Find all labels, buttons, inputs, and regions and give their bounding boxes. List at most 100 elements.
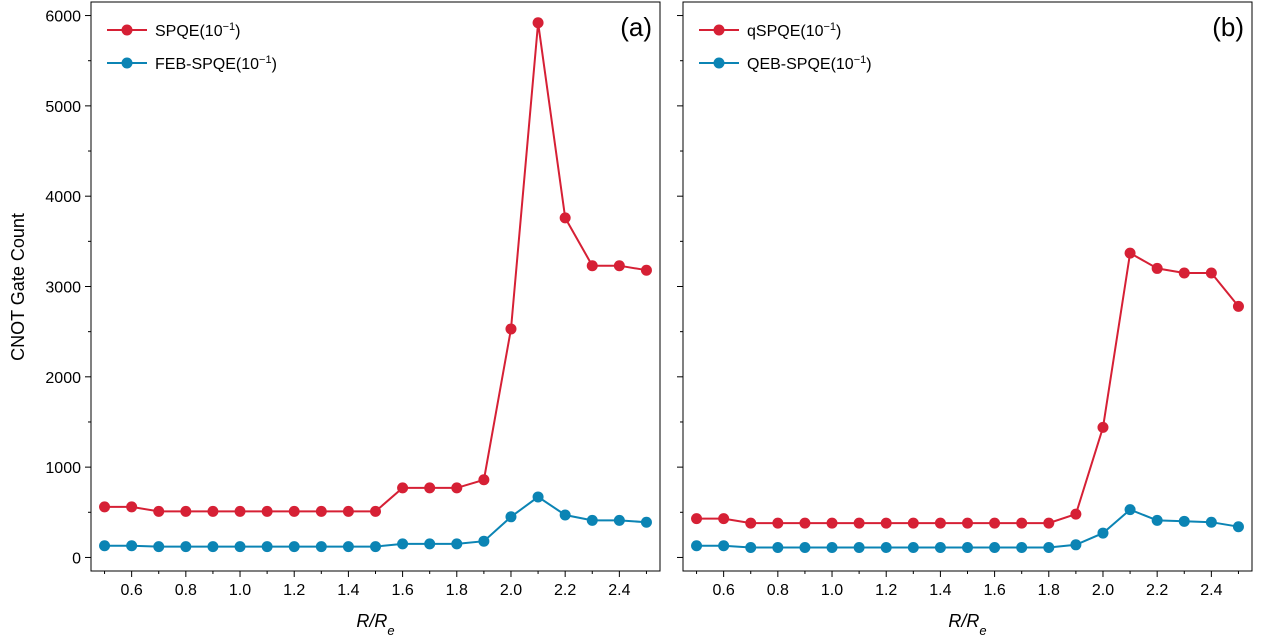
data-point-1 bbox=[288, 541, 300, 553]
y-tick-label: 2000 bbox=[45, 370, 81, 387]
data-point-0 bbox=[1232, 300, 1244, 312]
data-point-1 bbox=[478, 535, 490, 547]
panel-label: (a) bbox=[620, 12, 652, 42]
x-tick-label: 2.0 bbox=[500, 582, 522, 599]
series-line-0 bbox=[696, 251, 1240, 525]
data-point-1 bbox=[745, 542, 757, 554]
x-tick-label: 0.6 bbox=[121, 582, 143, 599]
x-tick-label: 2.2 bbox=[1146, 582, 1168, 599]
x-tick-label: 1.4 bbox=[337, 582, 359, 599]
data-point-1 bbox=[640, 516, 652, 528]
data-point-0 bbox=[691, 513, 703, 525]
data-point-0 bbox=[397, 482, 409, 494]
data-point-1 bbox=[559, 509, 571, 521]
y-tick-label: 0 bbox=[72, 550, 81, 567]
x-tick-label: 2.4 bbox=[1200, 582, 1222, 599]
legend-marker bbox=[713, 57, 725, 69]
data-point-1 bbox=[532, 491, 544, 503]
x-tick-label: 0.6 bbox=[713, 582, 735, 599]
data-point-0 bbox=[99, 501, 111, 513]
data-point-1 bbox=[1151, 514, 1163, 526]
data-point-0 bbox=[424, 482, 436, 494]
x-tick-label: 2.4 bbox=[608, 582, 630, 599]
data-point-0 bbox=[315, 505, 327, 517]
data-point-0 bbox=[989, 517, 1001, 529]
data-point-0 bbox=[1205, 267, 1217, 279]
data-point-0 bbox=[613, 260, 625, 272]
data-point-0 bbox=[826, 517, 838, 529]
data-point-1 bbox=[907, 542, 919, 554]
data-point-0 bbox=[853, 517, 865, 529]
x-tick-label: 1.8 bbox=[1038, 582, 1060, 599]
data-point-0 bbox=[370, 505, 381, 517]
x-tick-label: 0.8 bbox=[767, 582, 789, 599]
data-point-1 bbox=[962, 542, 973, 554]
data-point-1 bbox=[1043, 542, 1055, 554]
data-point-0 bbox=[153, 505, 165, 517]
x-tick-label: 2.2 bbox=[554, 582, 576, 599]
data-point-1 bbox=[1016, 542, 1028, 554]
panel-label: (b) bbox=[1212, 12, 1244, 42]
data-point-0 bbox=[180, 505, 192, 517]
data-point-1 bbox=[451, 538, 463, 550]
data-point-0 bbox=[1178, 267, 1190, 279]
data-point-0 bbox=[451, 482, 463, 494]
data-point-0 bbox=[126, 501, 138, 513]
data-point-0 bbox=[1097, 421, 1109, 433]
data-point-1 bbox=[1178, 515, 1190, 527]
data-point-0 bbox=[799, 517, 811, 529]
x-axis-label: R/Re bbox=[356, 611, 394, 636]
data-point-1 bbox=[397, 538, 409, 550]
data-point-0 bbox=[505, 323, 517, 335]
x-tick-label: 0.8 bbox=[175, 582, 197, 599]
legend-label: qSPQE(10−1) bbox=[747, 21, 841, 40]
legend-label: QEB-SPQE(10−1) bbox=[747, 54, 872, 73]
data-point-0 bbox=[1124, 247, 1136, 259]
series-line-1 bbox=[104, 495, 647, 548]
data-point-0 bbox=[907, 517, 919, 529]
data-point-0 bbox=[478, 474, 490, 486]
data-point-0 bbox=[1070, 508, 1082, 520]
y-tick-label: 5000 bbox=[45, 99, 81, 116]
data-point-0 bbox=[532, 17, 544, 29]
data-point-1 bbox=[180, 541, 192, 553]
data-point-0 bbox=[1043, 517, 1055, 529]
x-tick-label: 1.6 bbox=[983, 582, 1005, 599]
data-point-0 bbox=[1151, 262, 1163, 274]
x-tick-label: 1.0 bbox=[821, 582, 843, 599]
data-point-0 bbox=[586, 260, 598, 272]
data-point-1 bbox=[1232, 521, 1244, 533]
data-point-1 bbox=[342, 541, 354, 553]
x-tick-label: 1.0 bbox=[229, 582, 251, 599]
y-tick-label: 6000 bbox=[45, 9, 81, 26]
x-tick-label: 1.6 bbox=[391, 582, 413, 599]
x-tick-label: 1.2 bbox=[283, 582, 305, 599]
data-point-1 bbox=[1097, 527, 1109, 539]
data-point-1 bbox=[153, 541, 165, 553]
data-point-1 bbox=[691, 540, 703, 552]
y-tick-label: 4000 bbox=[45, 189, 81, 206]
data-point-0 bbox=[772, 517, 784, 529]
data-point-1 bbox=[853, 542, 865, 554]
legend-label: SPQE(10−1) bbox=[155, 21, 240, 40]
data-point-1 bbox=[424, 538, 436, 550]
data-point-1 bbox=[1205, 516, 1217, 528]
data-point-1 bbox=[99, 540, 111, 552]
data-point-1 bbox=[934, 542, 946, 554]
data-point-1 bbox=[505, 511, 517, 523]
y-tick-label: 1000 bbox=[45, 460, 81, 477]
data-point-1 bbox=[1070, 539, 1082, 551]
legend-marker bbox=[121, 57, 133, 69]
x-tick-label: 1.8 bbox=[446, 582, 468, 599]
data-point-0 bbox=[718, 513, 730, 525]
data-point-1 bbox=[234, 541, 246, 553]
x-tick-label: 1.4 bbox=[929, 582, 951, 599]
data-point-0 bbox=[745, 517, 757, 529]
data-point-1 bbox=[207, 541, 219, 553]
plot-frame bbox=[682, 1, 1253, 572]
data-point-0 bbox=[1016, 517, 1028, 529]
data-point-0 bbox=[880, 517, 892, 529]
data-point-1 bbox=[1124, 504, 1136, 516]
x-tick-label: 1.2 bbox=[875, 582, 897, 599]
data-point-0 bbox=[934, 517, 946, 529]
